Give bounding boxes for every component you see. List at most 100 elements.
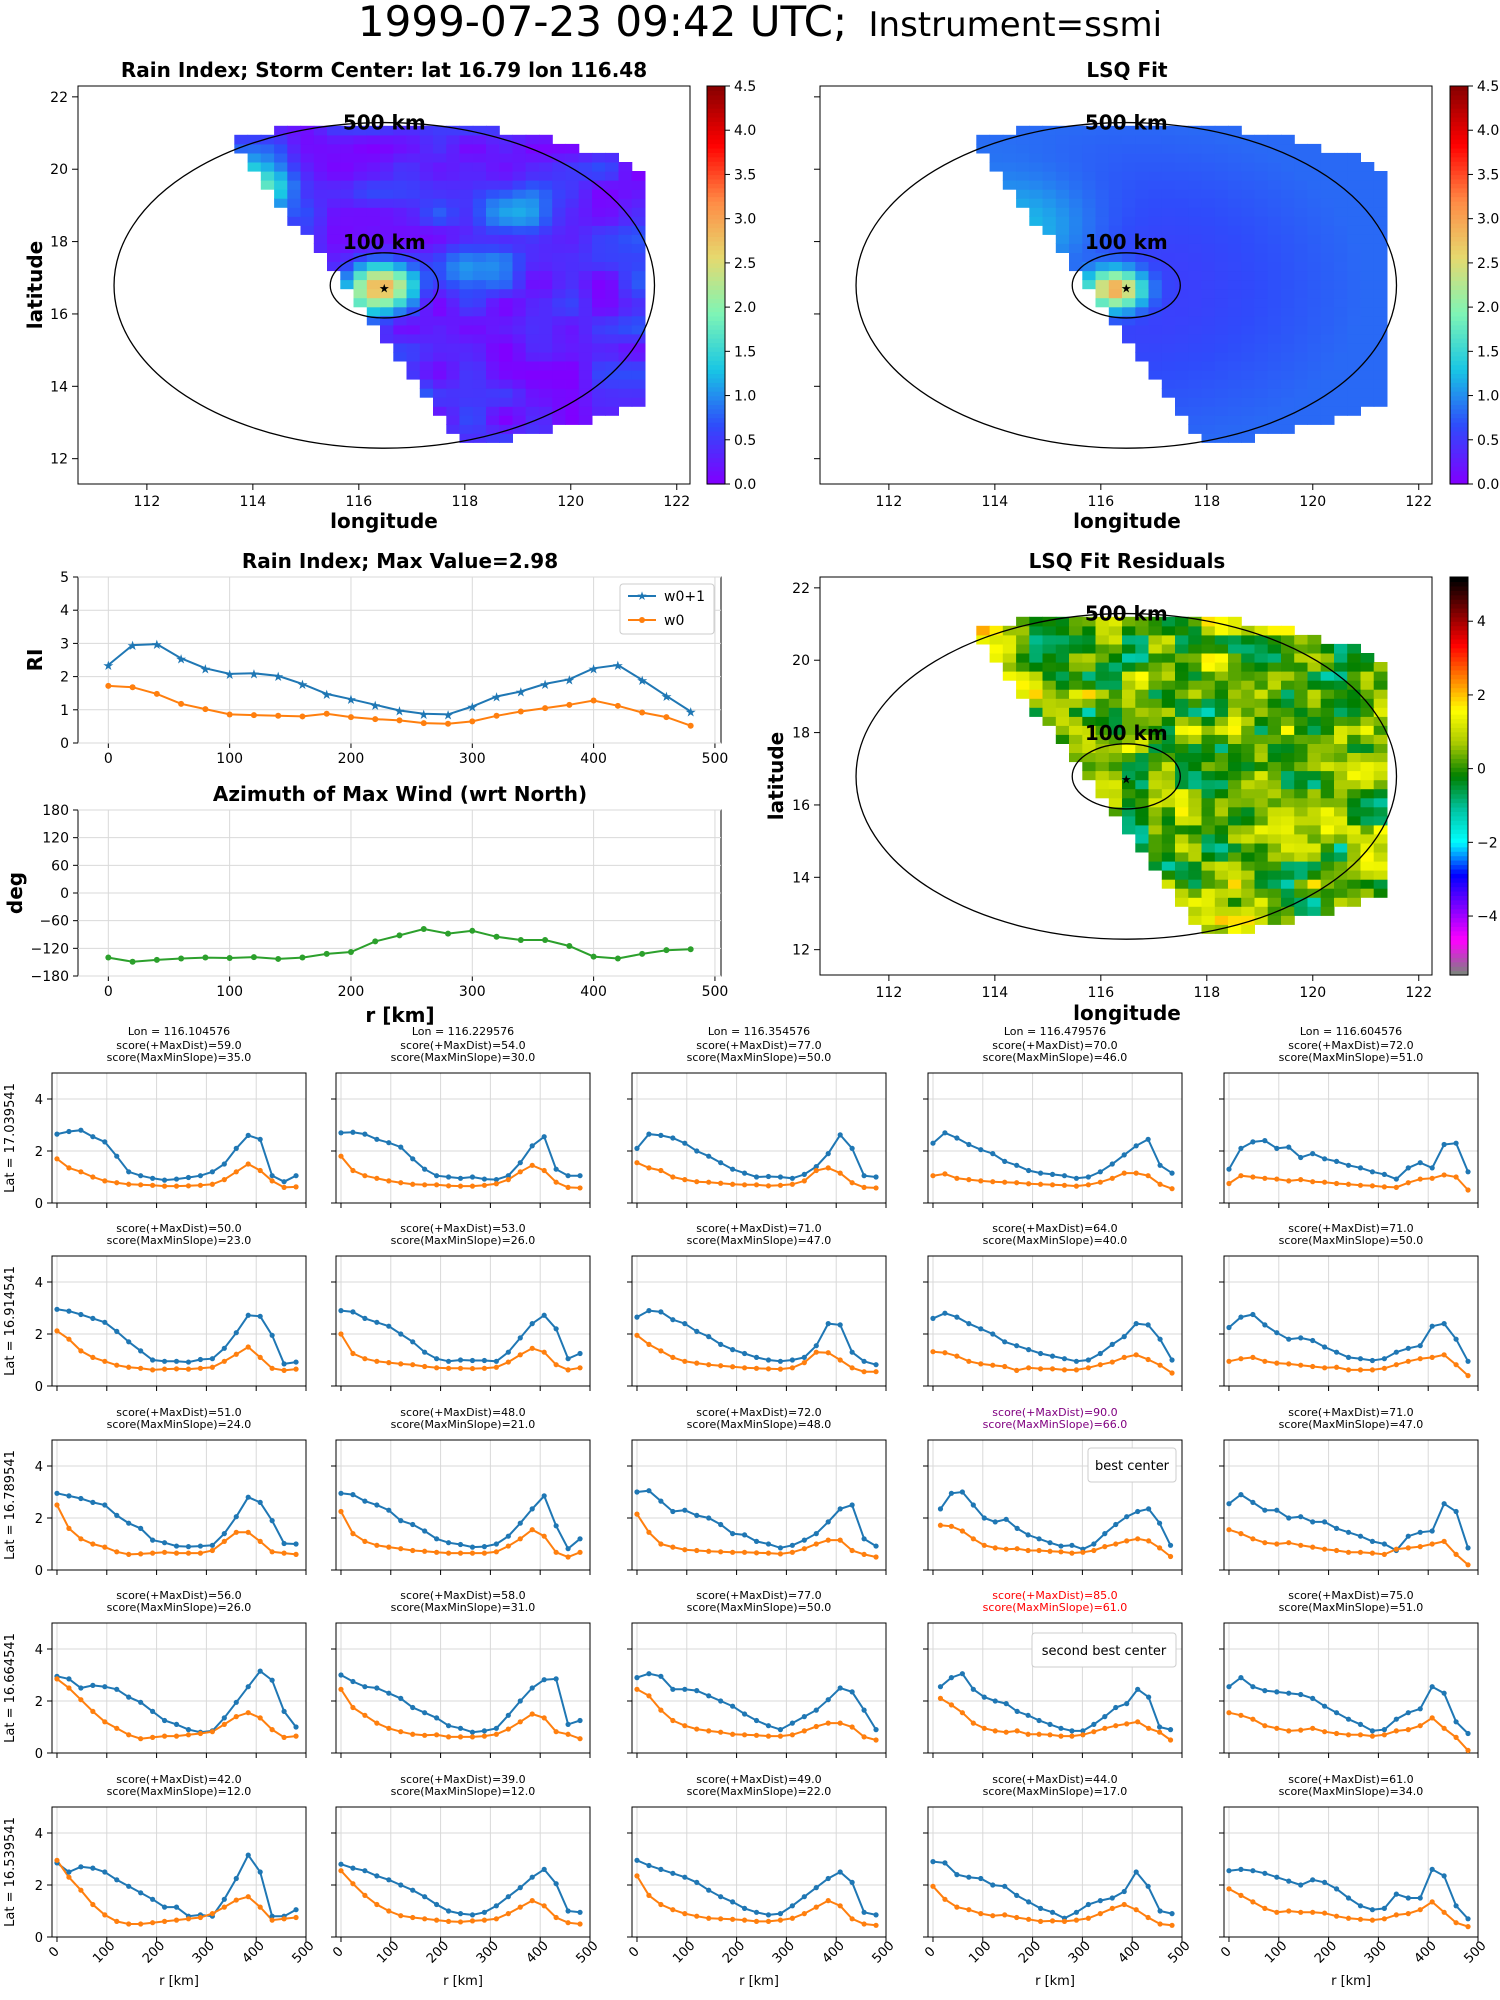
grid-cell-frame [1223,1072,1479,1204]
grid-point-w0 [221,1904,227,1910]
rain-map-pixel [300,152,315,163]
resid-map-pixel [1148,698,1163,708]
rain-map-pixel [486,270,500,281]
grid-point-w0 [1393,1184,1399,1190]
grid-point-w0p1 [1250,1868,1256,1874]
lsq-map-pixel [1188,216,1203,226]
lsq-map-pixel [1122,333,1136,344]
rain-map-storm-center-marker: ★ [379,281,390,295]
lsq-map-pixel [1148,234,1163,244]
lsq-map-pixel [1373,189,1388,199]
rain-map-pixel [419,361,434,371]
rain-map-pixel [313,198,328,208]
rain-colorbar-tick-label: 2.0 [734,300,756,316]
grid-point-w0 [1121,1901,1127,1908]
data-point [178,700,185,707]
resid-map-pixel [1175,625,1189,636]
lat-tick-label: 20 [792,653,810,669]
resid-map-pixel [1095,779,1110,790]
lsq-map-pixel [1281,279,1295,290]
grid-point-w0p1 [646,1862,652,1869]
grid-point-w0p1 [1238,1492,1244,1498]
resid-map-pixel [1334,788,1348,799]
grid-xlabel: r [km] [1331,1974,1371,1989]
rain-map-pixel [512,370,527,380]
lsq-map-pixel [1307,261,1322,272]
grid-point-w0p1 [398,1144,404,1150]
rain-map-pixel [446,198,461,208]
lsq-map-pixel [1347,162,1361,172]
resid-map-pixel [1320,897,1335,907]
grid-point-w0 [1381,1365,1387,1371]
rain-map-pixel [618,189,633,199]
rain-map-pixel [486,333,500,344]
lsq-map-pixel [1307,270,1322,281]
rain-map-pixel [578,189,593,199]
resid-map-pixel [1188,725,1203,735]
resid-map-pixel [1373,824,1388,835]
grid-point-w0 [694,1360,700,1366]
grid-point-w0 [505,1359,511,1365]
grid-point-w0p1 [481,1909,488,1915]
lsq-map-pixel [1373,261,1388,272]
grid-point-w0p1 [1393,1176,1399,1182]
resid-colorbar-swatch [1450,630,1468,636]
resid-map-pixel [1281,870,1295,880]
grid-y-tick-label: 4 [35,1276,43,1291]
rain-map-pixel [486,252,500,262]
rain-map-pixel [552,397,566,407]
resid-map-pixel [1334,643,1348,654]
grid-point-w0 [1274,1725,1280,1731]
resid-map-pixel [1281,698,1295,708]
grid-y-tick-label: 4 [35,1460,43,1475]
grid-point-w0p1 [1097,1898,1103,1904]
resid-map-pixel [1188,779,1203,790]
resid-map-pixel [1320,906,1335,916]
lsq-map-pixel [1069,225,1083,235]
rain-map-pixel [592,270,606,281]
rain-map-pixel [433,279,447,290]
grid-point-w0p1 [765,1357,772,1363]
grid-series-w0 [636,1688,877,1741]
grid-point-w0p1 [1167,1727,1174,1733]
grid-point-w0 [257,1904,263,1910]
resid-map-pixel [1188,616,1203,627]
grid-point-w0 [54,1676,60,1682]
grid-x-tick-label: 400 [240,1938,268,1966]
lsq-map-pixel [1334,189,1348,199]
resid-map-pixel [1347,833,1361,844]
resid-map-pixel [1214,725,1229,735]
lsq-colorbar-swatch [1450,369,1468,375]
grid-point-w0 [1429,1899,1435,1905]
grid-point-w0p1 [1097,1169,1103,1175]
grid-point-w0p1 [1441,1141,1447,1148]
rain-map-pixel [512,424,527,434]
grid-point-w0 [861,1734,867,1740]
grid-point-w0p1 [553,1676,559,1682]
lsq-map-pixel [1029,162,1044,172]
lsq-map-pixel [1082,134,1097,145]
rain-map-pixel [605,180,619,190]
rain-map-pixel [592,388,606,398]
grid-point-w0p1 [541,1677,547,1683]
resid-map-pixel [1307,833,1322,844]
resid-map-pixel [1320,888,1335,898]
grid-point-w0 [1441,1725,1447,1731]
lat-tick-label: 14 [50,379,68,395]
lsq-map-pixel [976,143,991,154]
rain-map-pixel [459,225,474,235]
grid-point-w0p1 [1002,1883,1008,1889]
lsq-map-pixel [1201,207,1216,217]
resid-colorbar-swatch [1450,837,1468,843]
rain-map-pixel [631,261,646,272]
lsq-map-pixel [1135,180,1150,190]
resid-map-pixel [1254,870,1269,880]
grid-x-tick-label: 200 [720,1938,748,1966]
grid-point-w0p1 [753,1717,760,1724]
rain-map-pixel [539,270,553,281]
lsq-map-pixel [1161,388,1176,398]
resid-map-pixel [1294,897,1308,907]
grid-point-w0 [505,1911,511,1917]
resid-map-pixel [1267,734,1282,744]
resid-map-pixel [1122,707,1136,717]
